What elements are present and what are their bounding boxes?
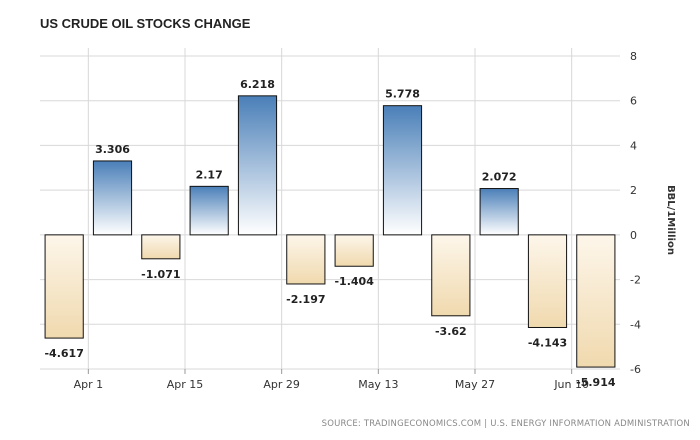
y-tick-label: 2 <box>630 184 637 197</box>
bar-value-label: 2.072 <box>482 171 517 184</box>
y-tick-label: 4 <box>630 139 637 152</box>
bar <box>527 234 568 328</box>
bar <box>576 234 616 368</box>
y-tick-label: 0 <box>630 229 637 242</box>
y-tick-label: 6 <box>630 95 637 108</box>
bar <box>334 234 374 267</box>
x-tick-label: May 27 <box>455 378 495 391</box>
bar-value-label: 6.218 <box>240 78 275 91</box>
chart-title: US CRUDE OIL STOCKS CHANGE <box>40 16 251 31</box>
bar-value-label: -1.071 <box>141 268 180 281</box>
bar <box>286 234 326 285</box>
y-tick-label: 8 <box>630 50 637 63</box>
source-note: SOURCE: TRADINGECONOMICS.COM | U.S. ENER… <box>322 419 690 429</box>
x-tick-label: May 13 <box>358 378 398 391</box>
y-axis: 8 6 4 2 0 -2 -4 -6 <box>630 50 641 376</box>
bar <box>431 234 471 317</box>
bar-value-label: -4.617 <box>44 347 83 360</box>
y-tick-label: -6 <box>630 363 641 376</box>
x-tick-label: Apr 1 <box>74 378 104 391</box>
bar <box>237 95 278 236</box>
bar-value-label: -5.914 <box>576 376 616 389</box>
x-tick-label: Apr 15 <box>167 378 204 391</box>
x-tick-label: Apr 29 <box>263 378 300 391</box>
x-tick-label: Jun 10 <box>553 378 589 391</box>
bar <box>44 234 84 339</box>
y-axis-label: BBL/1Million <box>665 185 676 255</box>
bar <box>479 188 519 236</box>
value-labels: -4.617 3.306 -1.071 2.17 6.218 -2.197 -1.404 5.… <box>44 78 615 389</box>
bar <box>189 185 229 236</box>
bar-value-label: 3.306 <box>95 143 130 156</box>
bars <box>44 95 616 368</box>
bar-value-label: -3.62 <box>435 325 467 338</box>
grid <box>40 48 620 370</box>
bar <box>382 105 423 236</box>
bar <box>92 160 133 236</box>
y-tick-label: -4 <box>630 318 641 331</box>
y-tick-label: -2 <box>630 274 641 287</box>
bar-value-label: -1.404 <box>334 275 374 288</box>
bar-value-label: -4.143 <box>528 336 567 349</box>
x-axis: Apr 1 Apr 15 Apr 29 May 13 May 27 Jun 10 <box>74 369 589 391</box>
bar-value-label: 2.17 <box>196 168 223 181</box>
bar-value-label: 5.778 <box>385 88 420 101</box>
bar <box>141 234 181 260</box>
bar-value-label: -2.197 <box>286 293 325 306</box>
